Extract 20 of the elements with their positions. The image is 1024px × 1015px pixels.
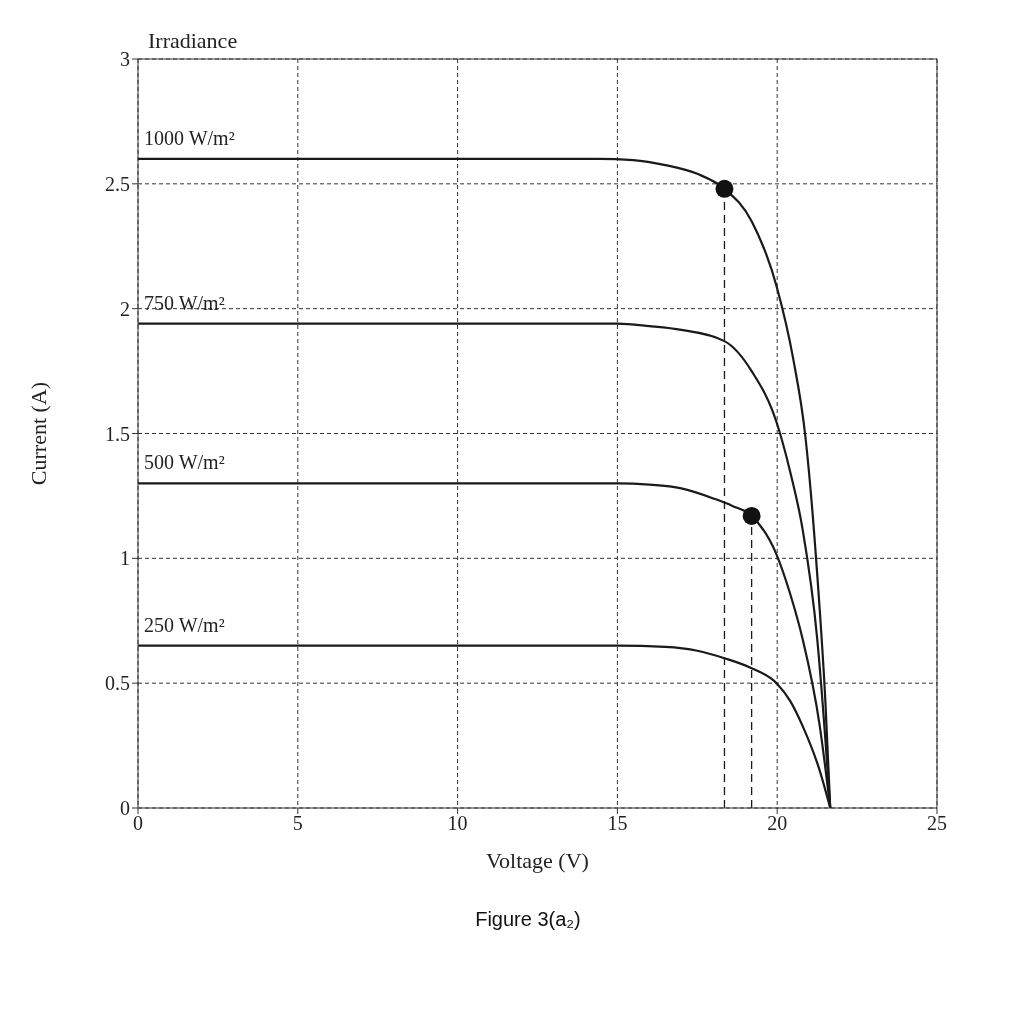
y-tick-label: 2 bbox=[120, 297, 130, 320]
y-tick-label: 0 bbox=[120, 797, 130, 820]
caption: Figure 3(a₂) bbox=[474, 908, 582, 931]
x-tick-label: 5 bbox=[292, 812, 303, 835]
series-label: 750 W/m² bbox=[144, 291, 225, 314]
y-tick-label: 1 bbox=[120, 547, 130, 570]
x-tick-label: 25 bbox=[927, 812, 947, 835]
series-label: 500 W/m² bbox=[144, 451, 225, 474]
y-tick-label: 0.5 bbox=[105, 672, 130, 695]
y-axis-title: Current (A) bbox=[25, 381, 51, 486]
series-label: 250 W/m² bbox=[144, 613, 225, 636]
y-tick-label: 2.5 bbox=[105, 172, 130, 195]
y-tick-label: 1.5 bbox=[105, 422, 130, 445]
series-label: 1000 W/m² bbox=[144, 126, 235, 149]
x-axis-title: Voltage (V) bbox=[486, 848, 589, 873]
x-tick-label: 20 bbox=[767, 812, 788, 835]
y-tick-label: 3 bbox=[120, 48, 130, 71]
x-tick-label: 15 bbox=[607, 812, 628, 835]
x-tick-label: 10 bbox=[447, 812, 468, 835]
legend-title: Irradiance bbox=[148, 28, 238, 53]
